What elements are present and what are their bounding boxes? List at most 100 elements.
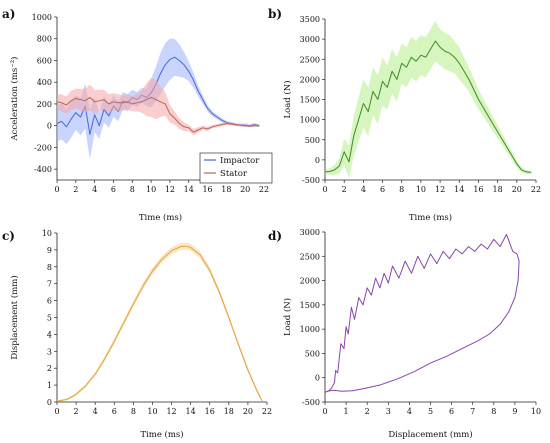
x-tick-label: 8 [130, 185, 135, 194]
x-tick-label: 5 [428, 407, 433, 416]
y-tick-label: 2500 [300, 55, 320, 64]
y-tick-label: -500 [302, 176, 320, 185]
y-tick-label: 0 [47, 122, 52, 131]
x-tick-label: 6 [380, 185, 385, 194]
series-line-stator [56, 96, 260, 133]
legend-entry: Impactor [220, 156, 260, 166]
x-tick-label: 2 [73, 185, 78, 194]
y-axis-label: Acceleration (ms⁻²) [9, 57, 20, 142]
series-band-stator [57, 77, 260, 136]
series-line-impactor [56, 56, 260, 135]
x-tick-label: 8 [491, 407, 496, 416]
x-axis-label: Displacement (mm) [388, 429, 472, 440]
x-tick-label: 14 [454, 185, 464, 194]
chart-panel-1: a) 0 2 4 6 8 10 12 14 16 18 20 22 -400 -200 0 200 400 600 8… [2, 7, 273, 223]
x-tick-label: 20 [240, 185, 250, 194]
x-tick-label: 22 [259, 185, 269, 194]
x-tick-label: 0 [322, 407, 327, 416]
y-tick-label: -500 [302, 398, 320, 407]
y-tick-label: 2 [47, 364, 52, 373]
y-tick-label: 0 [315, 374, 320, 383]
x-tick-label: 22 [262, 407, 272, 416]
x-tick-label: 4 [93, 407, 98, 416]
y-axis-label: Load (N) [282, 298, 293, 336]
y-tick-label: 200 [37, 100, 52, 109]
y-tick-label: 3 [47, 347, 52, 356]
x-tick-label: 4 [407, 407, 412, 416]
y-tick-label: 4 [47, 330, 52, 339]
x-tick-label: 6 [112, 407, 117, 416]
y-tick-label: 8 [47, 263, 52, 272]
series-line-line [324, 233, 520, 393]
series-line-line [324, 40, 532, 173]
x-axis-label: Time (ms) [139, 212, 182, 223]
x-tick-label: 18 [221, 185, 231, 194]
x-tick-label: 7 [470, 407, 475, 416]
y-tick-label: 9 [47, 246, 52, 255]
y-tick-label: 10 [42, 229, 52, 238]
x-tick-label: 10 [531, 407, 541, 416]
x-tick-label: 10 [147, 407, 157, 416]
x-axis-label: Time (ms) [140, 429, 183, 440]
x-tick-label: 6 [111, 185, 116, 194]
y-tick-label: 1 [47, 381, 52, 390]
x-tick-label: 18 [224, 407, 234, 416]
x-tick-label: 12 [166, 407, 176, 416]
x-tick-label: 4 [361, 185, 366, 194]
y-axis-label: Load (N) [282, 80, 293, 118]
x-tick-label: 22 [531, 185, 541, 194]
x-tick-label: 10 [416, 185, 426, 194]
x-tick-label: 2 [365, 407, 370, 416]
y-tick-label: 0 [47, 398, 52, 407]
x-tick-label: 16 [473, 185, 483, 194]
y-tick-label: 600 [37, 56, 52, 65]
y-tick-label: 3000 [300, 228, 320, 237]
x-tick-label: 0 [322, 185, 327, 194]
x-tick-label: 10 [146, 185, 156, 194]
y-tick-label: 1000 [300, 116, 320, 125]
panel-label: a) [2, 7, 15, 21]
y-tick-label: 500 [305, 349, 320, 358]
y-tick-label: 1500 [300, 96, 320, 105]
y-axis-label: Displacement (mm) [9, 275, 20, 359]
x-tick-label: 8 [131, 407, 136, 416]
y-tick-label: 2000 [300, 277, 320, 286]
y-tick-label: 1000 [32, 13, 52, 22]
y-tick-label: 1500 [300, 301, 320, 310]
x-tick-label: 16 [202, 185, 212, 194]
x-tick-label: 0 [54, 185, 59, 194]
x-tick-label: 18 [493, 185, 503, 194]
panel-label: c) [2, 229, 15, 243]
x-tick-label: 0 [54, 407, 59, 416]
y-tick-label: 6 [47, 297, 52, 306]
legend: Impactor Stator [199, 152, 273, 184]
y-tick-label: 1000 [300, 325, 320, 334]
x-axis-label: Time (ms) [409, 212, 452, 223]
x-tick-label: 2 [74, 407, 79, 416]
x-tick-label: 20 [243, 407, 253, 416]
x-tick-label: 12 [165, 185, 175, 194]
x-tick-label: 16 [205, 407, 215, 416]
series-band-band [57, 242, 263, 403]
x-tick-label: 20 [512, 185, 522, 194]
x-tick-label: 12 [435, 185, 445, 194]
y-tick-label: 2500 [300, 252, 320, 261]
x-tick-label: 1 [344, 407, 349, 416]
x-tick-label: 8 [399, 185, 404, 194]
legend-entry: Stator [220, 169, 248, 179]
x-tick-label: 3 [386, 407, 391, 416]
chart-panel-2: b)0 2 4 6 8 10 12 14 16 18 20 22-500050010001500200… [268, 7, 541, 223]
legend-box [199, 152, 273, 184]
y-tick-label: 2000 [300, 75, 320, 84]
series-band-band [325, 21, 532, 178]
x-tick-label: 4 [92, 185, 97, 194]
x-tick-label: 9 [512, 407, 517, 416]
y-tick-label: -200 [34, 143, 52, 152]
y-tick-label: 3500 [300, 15, 320, 24]
chart-panel-4: d)0 1 2 3 4 5 6 7 8 9 10-5000500100015002000250030… [268, 228, 541, 440]
panel-label: d) [268, 229, 282, 243]
y-tick-label: 3000 [300, 35, 320, 44]
y-tick-label: 800 [37, 35, 52, 44]
